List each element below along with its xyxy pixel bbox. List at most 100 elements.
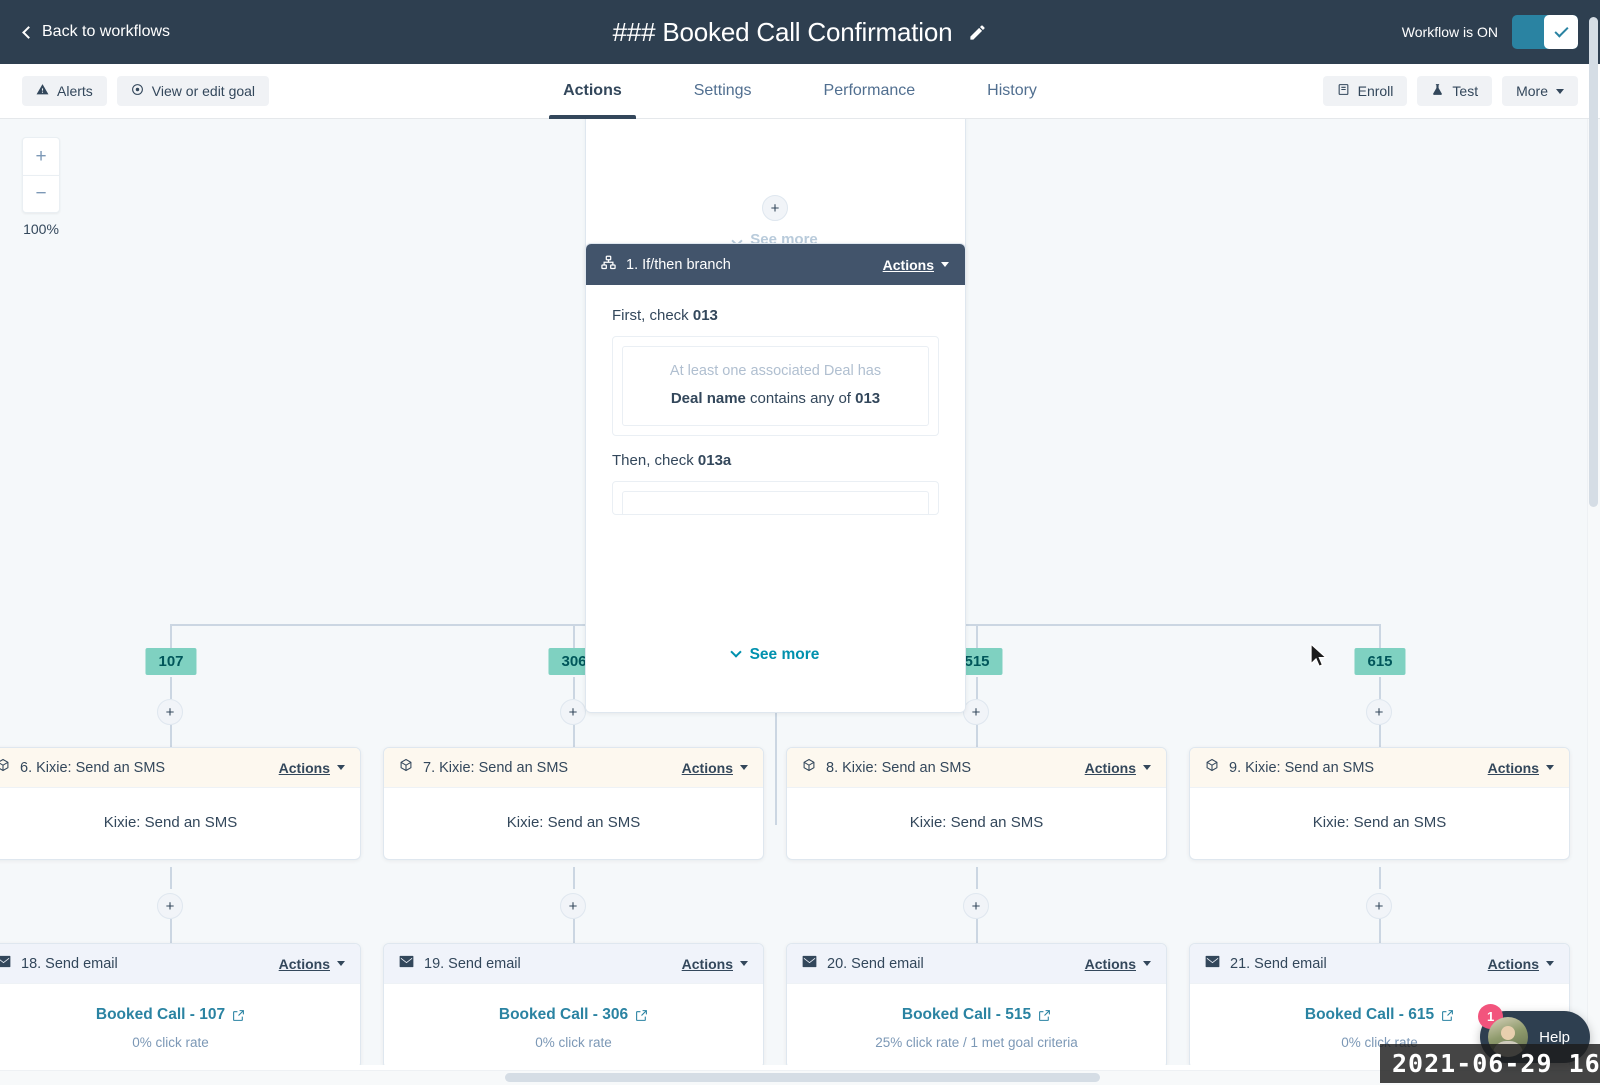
- email-step-card-18[interactable]: 18. Send email Actions Booked Call - 107…: [0, 943, 361, 1069]
- workflow-tabs: Actions Settings Performance History: [0, 64, 1600, 119]
- vertical-scrollbar-thumb[interactable]: [1589, 17, 1598, 507]
- branch-badge-615[interactable]: 615: [1354, 648, 1406, 675]
- email-asset-link[interactable]: Booked Call - 306: [499, 1006, 648, 1024]
- horizontal-scrollbar-thumb[interactable]: [505, 1073, 1100, 1082]
- enroll-label: Enroll: [1357, 83, 1394, 99]
- add-step-button[interactable]: +: [963, 893, 989, 919]
- tab-history-label: History: [987, 82, 1037, 99]
- chevron-down-icon: [740, 961, 748, 966]
- alerts-button[interactable]: Alerts: [22, 76, 107, 106]
- sms-step-card-7[interactable]: 7. Kixie: Send an SMS Actions Kixie: Sen…: [383, 747, 764, 860]
- connector-line: [170, 725, 172, 747]
- enroll-button[interactable]: Enroll: [1322, 76, 1408, 106]
- email-card-header: 20. Send email Actions: [787, 944, 1166, 984]
- workflow-toggle-group: Workflow is ON: [1402, 15, 1578, 49]
- cube-icon: [0, 758, 10, 777]
- more-button[interactable]: More: [1502, 76, 1578, 106]
- envelope-icon: [399, 955, 414, 973]
- pencil-icon[interactable]: [968, 23, 987, 42]
- email-actions-dropdown[interactable]: Actions: [1085, 956, 1151, 972]
- sms-actions-dropdown[interactable]: Actions: [682, 760, 748, 776]
- connector-line: [1379, 677, 1381, 699]
- add-step-button[interactable]: +: [157, 699, 183, 725]
- first-check-label: First, check 013: [612, 307, 939, 324]
- envelope-icon: [0, 955, 11, 973]
- then-check-prefix: Then, check: [612, 452, 698, 469]
- branch-actions-dropdown[interactable]: Actions: [883, 257, 949, 273]
- email-step-card-19[interactable]: 19. Send email Actions Booked Call - 306…: [383, 943, 764, 1069]
- email-asset-label: Booked Call - 515: [901, 1006, 1032, 1023]
- plus-icon: +: [568, 703, 578, 721]
- back-to-workflows-link[interactable]: Back to workflows: [22, 23, 170, 41]
- tab-actions[interactable]: Actions: [549, 64, 636, 119]
- filter-property: Deal name: [670, 390, 746, 407]
- sms-step-card-8[interactable]: 8. Kixie: Send an SMS Actions Kixie: Sen…: [786, 747, 1167, 860]
- actions-label: Actions: [278, 759, 330, 776]
- plus-icon: +: [165, 703, 175, 721]
- help-badge-count: 1: [1487, 1009, 1495, 1024]
- add-step-button[interactable]: +: [157, 893, 183, 919]
- email-asset-link[interactable]: Booked Call - 615: [1305, 1006, 1454, 1024]
- connector-line: [1379, 725, 1381, 747]
- sms-card-header: 6. Kixie: Send an SMS Actions: [0, 748, 360, 788]
- connector-line: [573, 867, 575, 889]
- first-check-prefix: First, check: [612, 307, 693, 324]
- add-step-button[interactable]: +: [560, 699, 586, 725]
- email-actions-dropdown[interactable]: Actions: [279, 956, 345, 972]
- actions-label: Actions: [1084, 955, 1136, 972]
- then-check-label: Then, check 013a: [612, 452, 939, 469]
- add-step-button[interactable]: +: [1366, 699, 1392, 725]
- connector-line: [170, 624, 172, 660]
- chevron-down-icon: [1556, 88, 1564, 94]
- sms-actions-dropdown[interactable]: Actions: [1488, 760, 1554, 776]
- first-filter-group[interactable]: At least one associated Deal has Deal na…: [612, 336, 939, 436]
- branch-see-more-link[interactable]: See more: [586, 616, 965, 712]
- connector-line: [976, 867, 978, 889]
- add-step-button[interactable]: +: [963, 699, 989, 725]
- sms-actions-dropdown[interactable]: Actions: [1085, 760, 1151, 776]
- filter-value: 013: [855, 390, 881, 407]
- email-asset-link[interactable]: Booked Call - 515: [902, 1006, 1051, 1024]
- plus-icon: +: [568, 897, 578, 915]
- zoom-controls: + − 100%: [22, 137, 60, 237]
- email-actions-dropdown[interactable]: Actions: [682, 956, 748, 972]
- email-asset-label: Booked Call - 107: [95, 1006, 226, 1023]
- connector-line: [1379, 867, 1381, 889]
- email-asset-link[interactable]: Booked Call - 107: [96, 1006, 245, 1024]
- email-step-card-21[interactable]: 21. Send email Actions Booked Call - 615…: [1189, 943, 1570, 1069]
- toolbar-right-group: Enroll Test More: [1322, 76, 1578, 106]
- email-click-rate: 0% click rate: [132, 1035, 209, 1050]
- plus-icon: +: [971, 703, 981, 721]
- branch-badge-107[interactable]: 107: [145, 648, 197, 675]
- chevron-down-icon: [729, 646, 742, 658]
- workflow-on-off-toggle[interactable]: [1512, 15, 1578, 49]
- email-asset-label: Booked Call - 615: [1304, 1006, 1435, 1023]
- add-step-button[interactable]: +: [1366, 893, 1392, 919]
- connector-line: [573, 677, 575, 699]
- branch-card-body: First, check 013 At least one associated…: [586, 285, 965, 515]
- tab-history[interactable]: History: [981, 64, 1043, 119]
- zoom-in-button[interactable]: +: [22, 137, 60, 175]
- second-filter-group[interactable]: [612, 481, 939, 515]
- test-button[interactable]: Test: [1417, 76, 1493, 106]
- add-step-button[interactable]: +: [762, 195, 788, 221]
- add-step-button[interactable]: +: [560, 893, 586, 919]
- branch-card-header: 1. If/then branch Actions: [586, 244, 965, 285]
- workflow-canvas[interactable]: + − 100% See more + 1. If: [0, 119, 1600, 1085]
- sms-step-card-9[interactable]: 9. Kixie: Send an SMS Actions Kixie: Sen…: [1189, 747, 1570, 860]
- view-or-edit-goal-button[interactable]: View or edit goal: [116, 76, 270, 106]
- zoom-out-button[interactable]: −: [22, 175, 60, 213]
- chevron-down-icon: [1143, 961, 1151, 966]
- sms-actions-dropdown[interactable]: Actions: [279, 760, 345, 776]
- tab-settings[interactable]: Settings: [688, 64, 758, 119]
- tab-performance[interactable]: Performance: [818, 64, 922, 119]
- sms-card-body: Kixie: Send an SMS: [1312, 814, 1447, 831]
- branch-badge-label: 615: [1367, 653, 1393, 670]
- if-then-branch-card[interactable]: 1. If/then branch Actions First, check 0…: [585, 243, 966, 713]
- chevron-down-icon: [337, 765, 345, 770]
- email-step-card-20[interactable]: 20. Send email Actions Booked Call - 515…: [786, 943, 1167, 1069]
- sms-step-card-6[interactable]: 6. Kixie: Send an SMS Actions Kixie: Sen…: [0, 747, 361, 860]
- email-actions-dropdown[interactable]: Actions: [1488, 956, 1554, 972]
- sms-card-body: Kixie: Send an SMS: [103, 814, 238, 831]
- target-icon: [131, 83, 144, 99]
